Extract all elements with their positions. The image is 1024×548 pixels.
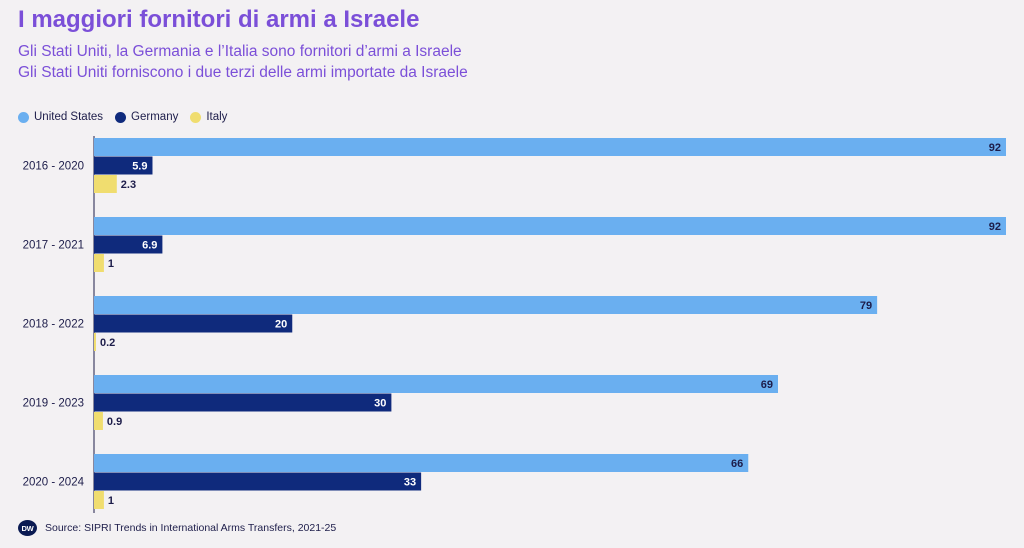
legend-label-united-states: United States bbox=[34, 111, 104, 123]
category-label: 2017 - 2021 bbox=[23, 240, 84, 252]
bar-united-states bbox=[94, 217, 1006, 235]
bar-italy bbox=[94, 412, 103, 430]
data-label: 0.2 bbox=[100, 337, 115, 349]
bar-united-states bbox=[94, 375, 778, 393]
legend-swatch-united-states bbox=[18, 111, 29, 123]
bar-italy bbox=[94, 175, 117, 193]
data-label: 79 bbox=[860, 300, 872, 312]
bar-germany bbox=[94, 314, 293, 333]
legend-label-italy: Italy bbox=[206, 111, 228, 123]
bar-chart: 2016 - 2020 92 5.9 2.3 2017 - 2021 92 6.9 1 2018… bbox=[23, 136, 1006, 513]
source-note: Source: SIPRI Trends in International Ar… bbox=[45, 522, 337, 534]
data-label: 30 bbox=[374, 398, 386, 410]
legend-item-germany: Germany bbox=[115, 111, 178, 123]
data-label: 1 bbox=[108, 495, 114, 507]
bar-united-states bbox=[94, 138, 1006, 156]
data-label: 20 bbox=[275, 319, 287, 331]
bar-germany bbox=[94, 393, 392, 412]
category-label: 2016 - 2020 bbox=[23, 161, 84, 173]
bar-united-states bbox=[94, 296, 878, 314]
dw-logo: DW bbox=[18, 520, 37, 536]
data-label: 33 bbox=[404, 477, 416, 489]
bar-italy bbox=[94, 254, 104, 272]
data-label: 1 bbox=[108, 258, 114, 270]
bar-germany bbox=[94, 235, 163, 254]
legend-label-germany: Germany bbox=[131, 111, 179, 123]
data-label: 69 bbox=[761, 379, 773, 391]
bar-united-states bbox=[94, 454, 749, 472]
legend-swatch-italy bbox=[190, 111, 202, 123]
bar-italy bbox=[94, 491, 104, 509]
chart-legend: United States Germany Italy bbox=[18, 111, 227, 123]
bar-germany bbox=[94, 156, 153, 175]
footer: DW Source: SIPRI Trends in International… bbox=[18, 520, 336, 536]
data-label: 2.3 bbox=[121, 179, 136, 191]
data-label: 5.9 bbox=[132, 161, 147, 173]
chart-subtitle-line-1: Gli Stati Uniti, la Germania e l’Italia … bbox=[18, 43, 462, 60]
legend-item-united-states: United States bbox=[18, 111, 103, 123]
dw-logo-text: DW bbox=[21, 523, 34, 533]
bar-germany bbox=[94, 472, 422, 491]
chart-title: I maggiori fornitori di armi a Israele bbox=[18, 6, 420, 33]
legend-item-italy: Italy bbox=[190, 111, 227, 123]
category-label: 2019 - 2023 bbox=[23, 398, 84, 410]
data-label: 92 bbox=[989, 142, 1001, 154]
chart-subtitle-line-2: Gli Stati Uniti forniscono i due terzi d… bbox=[18, 64, 468, 81]
data-label: 66 bbox=[731, 458, 743, 470]
category-label: 2018 - 2022 bbox=[23, 319, 84, 331]
bar-italy bbox=[94, 333, 96, 351]
data-label: 92 bbox=[989, 221, 1001, 233]
data-label: 6.9 bbox=[142, 240, 157, 252]
legend-swatch-germany bbox=[115, 111, 127, 123]
category-label: 2020 - 2024 bbox=[23, 477, 85, 489]
data-label: 0.9 bbox=[107, 416, 122, 428]
